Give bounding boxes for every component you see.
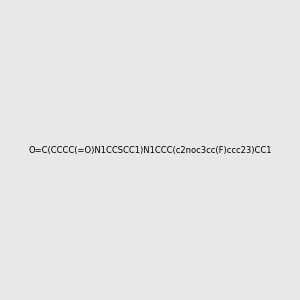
- Text: O=C(CCCC(=O)N1CCSCC1)N1CCC(c2noc3cc(F)ccc23)CC1: O=C(CCCC(=O)N1CCSCC1)N1CCC(c2noc3cc(F)cc…: [28, 146, 272, 154]
